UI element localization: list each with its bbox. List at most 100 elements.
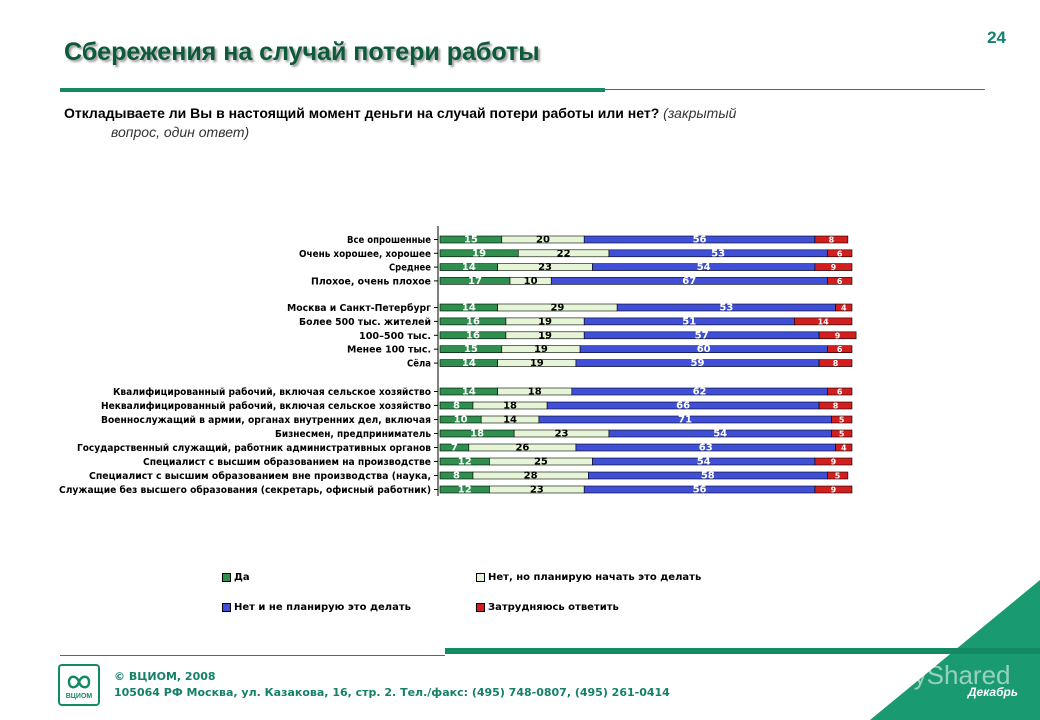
category-label: Государственный служащий, работник админ…	[77, 442, 431, 454]
title-divider-thin	[605, 89, 985, 90]
address: 105064 РФ Москва, ул. Казакова, 16, стр.…	[114, 686, 670, 699]
data-label-unsure: 6	[837, 249, 843, 258]
data-label-yes: 10	[454, 415, 468, 426]
data-label-unsure: 9	[831, 486, 837, 495]
data-label-no: 63	[699, 443, 713, 454]
data-label-unsure: 9	[835, 331, 841, 340]
category-label: Бизнесмен, предприниматель	[275, 429, 431, 440]
data-label-unsure: 6	[837, 345, 843, 354]
data-label-yes: 7	[451, 443, 458, 454]
category-label: Очень хорошее, хорошее	[299, 249, 431, 260]
category-label: Москва и Санкт-Петербург	[287, 302, 431, 314]
data-label-no: 60	[697, 344, 711, 355]
data-label-plan: 28	[524, 471, 538, 482]
data-label-plan: 14	[503, 415, 517, 426]
question-note: (закрытый	[663, 105, 737, 121]
data-label-no: 57	[695, 330, 709, 341]
data-label-unsure: 6	[837, 388, 843, 397]
data-label-no: 54	[713, 429, 727, 440]
data-label-yes: 16	[466, 316, 480, 327]
question-note-continued: вопрос, один ответ)	[111, 124, 250, 140]
data-label-no: 62	[693, 387, 707, 398]
category-label: Военнослужащий в армии, органах внутренн…	[101, 415, 431, 426]
category-label: Специалист с высшим образованием на прои…	[143, 456, 431, 468]
category-label: Неквалифицированный рабочий, включая сел…	[101, 400, 431, 412]
bar-segment-unsure	[826, 249, 853, 258]
page-title: Сбережения на случай потери работы	[64, 38, 540, 66]
data-label-unsure: 4	[841, 444, 847, 453]
data-label-no: 54	[697, 262, 711, 273]
data-label-yes: 16	[466, 330, 480, 341]
page-number: 24	[987, 28, 1006, 47]
data-label-yes: 14	[462, 262, 476, 273]
data-label-plan: 25	[534, 457, 548, 468]
data-label-plan: 18	[528, 387, 542, 398]
data-label-unsure: 9	[831, 263, 837, 272]
question-text: Откладываете ли Вы в настоящий момент де…	[64, 105, 660, 121]
bar-segment-unsure	[818, 401, 853, 410]
data-label-no: 59	[691, 358, 705, 369]
data-label-yes: 8	[453, 471, 460, 482]
legend-swatch-plan	[476, 573, 485, 582]
data-label-plan: 19	[534, 344, 548, 355]
legend-label-unsure: Затрудняюсь ответить	[488, 602, 619, 613]
footer-divider-thin	[60, 655, 445, 656]
bar-segment-unsure	[831, 429, 853, 438]
bar-segment-unsure	[826, 471, 849, 480]
data-label-no: 54	[697, 457, 711, 468]
data-label-yes: 17	[468, 276, 482, 287]
legend-item-yes: Да	[222, 572, 250, 583]
data-label-plan: 26	[515, 443, 529, 454]
watermark: MyShared	[892, 660, 1011, 690]
data-label-yes: 12	[458, 485, 472, 496]
legend-item-no: Нет и не планирую это делать	[222, 602, 411, 613]
data-label-unsure: 5	[839, 416, 845, 425]
data-label-unsure: 4	[841, 304, 847, 313]
bar-segment-unsure	[814, 485, 853, 494]
legend-label-no: Нет и не планирую это делать	[234, 602, 411, 613]
data-label-unsure: 8	[829, 236, 835, 245]
month-label: Декабрь	[967, 685, 1018, 699]
category-label: Квалифицированный рабочий, включая сельс…	[113, 386, 431, 398]
logo-mark-icon	[67, 675, 91, 688]
bar-segment-unsure	[826, 387, 853, 396]
data-label-yes: 15	[464, 344, 478, 355]
bar-segment-unsure	[831, 415, 853, 424]
data-label-unsure: 6	[837, 277, 843, 286]
bar-segment-unsure	[814, 263, 853, 271]
data-label-no: 56	[693, 235, 707, 246]
data-label-plan: 20	[536, 235, 550, 246]
data-label-plan: 18	[503, 401, 517, 412]
data-label-unsure: 14	[818, 317, 830, 326]
data-label-no: 51	[682, 316, 696, 327]
data-label-plan: 23	[530, 485, 544, 496]
data-label-yes: 19	[472, 248, 486, 259]
data-label-yes: 12	[458, 457, 472, 468]
category-label: Среднее	[389, 263, 431, 274]
legend-label-yes: Да	[234, 572, 250, 583]
copyright: © ВЦИОМ, 2008	[114, 670, 216, 683]
data-label-no: 67	[682, 276, 696, 287]
data-label-plan: 19	[538, 330, 552, 341]
data-label-no: 66	[676, 401, 690, 412]
data-label-plan: 23	[538, 262, 552, 273]
data-label-plan: 10	[524, 276, 538, 287]
category-label: Специалист с высшим образованием вне про…	[89, 470, 431, 482]
category-label: Все опрошенные	[347, 235, 431, 246]
bar-segment-unsure	[826, 345, 853, 354]
bar-segment-unsure	[814, 235, 849, 244]
vciom-logo: ВЦИОМ	[58, 664, 100, 706]
data-label-no: 71	[678, 415, 692, 426]
data-label-no: 53	[719, 303, 733, 314]
bar-segment-unsure	[835, 303, 853, 312]
data-label-unsure: 9	[831, 458, 837, 467]
legend-swatch-unsure	[476, 603, 485, 612]
survey-question: Откладываете ли Вы в настоящий момент де…	[64, 104, 964, 142]
data-label-yes: 14	[462, 303, 476, 314]
footer-divider	[445, 648, 1040, 654]
data-label-plan: 22	[557, 248, 571, 259]
legend-swatch-no	[222, 603, 231, 612]
category-label: Плохое, очень плохое	[311, 276, 431, 287]
data-label-no: 56	[693, 485, 707, 496]
